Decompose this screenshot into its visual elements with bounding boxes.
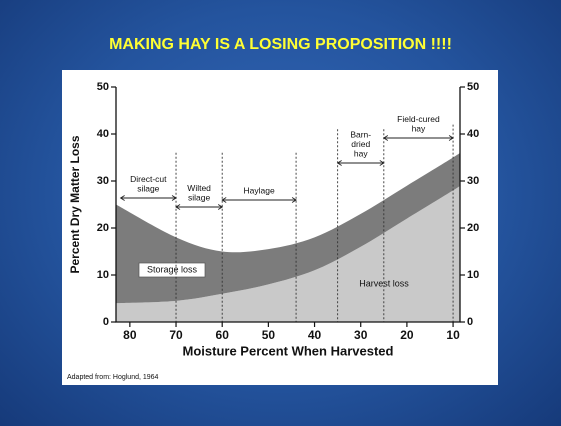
x-tick-label: 20: [400, 328, 414, 342]
range-arrow: [119, 195, 177, 201]
range-arrow: [221, 197, 297, 203]
x-tick-label: 70: [169, 328, 183, 342]
range-arrow: [175, 204, 224, 210]
area-band: [116, 185, 460, 322]
band-label: Storage loss: [147, 264, 198, 274]
x-tick-label: 40: [308, 328, 322, 342]
source-note: Adapted from: Hoglund, 1964: [67, 374, 159, 381]
y-tick-label: 10: [97, 269, 109, 281]
y-tick-label: 50: [97, 81, 109, 93]
y2-tick-label: 50: [467, 81, 479, 93]
y-tick-label: 30: [97, 175, 109, 187]
chart: Adapted from: Hoglund, 1964 Harvest loss…: [62, 70, 498, 385]
slide-title: MAKING HAY IS A LOSING PROPOSITION !!!!: [109, 36, 452, 53]
annotation-text: Barn-: [350, 129, 371, 139]
y2-tick-label: 10: [467, 269, 479, 281]
axis-frame: [115, 87, 461, 323]
annotation-text: Direct-cut: [130, 174, 167, 184]
annotation-text: Haylage: [244, 185, 275, 195]
y-axis-label: Percent Dry Matter Loss: [68, 135, 82, 273]
annotation-text: dried: [351, 139, 370, 149]
y2-tick-label: 0: [467, 316, 473, 328]
x-tick-label: 10: [446, 328, 460, 342]
x-tick-label: 60: [216, 328, 230, 342]
annotation-text: silage: [137, 183, 159, 193]
band-label-box: [138, 262, 206, 278]
x-tick-label: 50: [262, 328, 276, 342]
range-arrow: [336, 160, 385, 166]
range-arrow: [382, 135, 454, 141]
annotation-text: hay: [354, 148, 368, 158]
x-tick-label: 80: [123, 328, 137, 342]
annotation-text: Wilted: [187, 183, 211, 193]
y-tick-label: 20: [97, 222, 109, 234]
annotation-text: Field-cured: [397, 114, 440, 124]
annotation-text: hay: [412, 123, 426, 133]
y2-tick-label: 20: [467, 222, 479, 234]
y-tick-label: 40: [97, 128, 109, 140]
x-axis-label: Moisture Percent When Harvested: [183, 343, 394, 358]
x-tick-label: 30: [354, 328, 368, 342]
y2-tick-label: 40: [467, 128, 479, 140]
annotation-text: silage: [188, 192, 210, 202]
y-tick-label: 0: [103, 316, 109, 328]
y2-tick-label: 30: [467, 175, 479, 187]
band-label: Harvest loss: [359, 278, 409, 288]
